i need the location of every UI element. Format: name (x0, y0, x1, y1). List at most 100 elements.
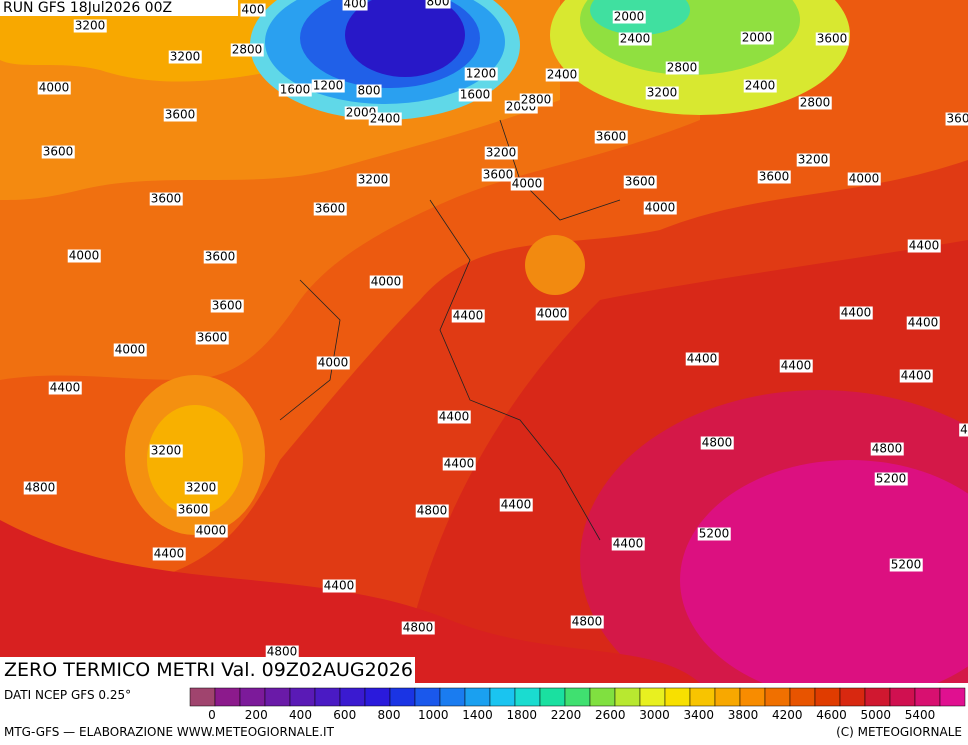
contour-label: 3200 (73, 18, 107, 33)
contour-label: 400 (342, 0, 368, 11)
contour-label: 4400 (611, 536, 645, 551)
colorbar-tick-label: 5400 (905, 708, 936, 722)
colorbar-tick-label: 3000 (639, 708, 670, 722)
contour-label: 1600 (458, 87, 492, 102)
contour-label: 4400 (437, 409, 471, 424)
color-swatch (614, 687, 641, 707)
color-swatch (714, 687, 741, 707)
contour-label: 2400 (743, 78, 777, 93)
contour-label: 2000 (740, 30, 774, 45)
color-swatch (489, 687, 516, 707)
color-swatch (514, 687, 541, 707)
colorbar-tick-label: 3800 (728, 708, 759, 722)
contour-label: 4400 (839, 305, 873, 320)
contour-label: 5200 (889, 557, 923, 572)
contour-label: 4000 (510, 176, 544, 191)
contour-label: 4800 (700, 435, 734, 450)
contour-label: 4000 (194, 523, 228, 538)
colorbar-tick-label: 0 (208, 708, 216, 722)
contour-label: 2400 (618, 31, 652, 46)
contour-label: 4000 (67, 248, 101, 263)
contour-label: 2400 (545, 67, 579, 82)
contour-label: 4400 (451, 308, 485, 323)
contour-label: 3600 (203, 249, 237, 264)
color-swatch (189, 687, 216, 707)
colorbar-tick-label: 400 (289, 708, 312, 722)
region (147, 405, 243, 515)
contour-label: 3600 (195, 330, 229, 345)
contour-label: 4400 (907, 238, 941, 253)
contour-label: 5200 (697, 526, 731, 541)
color-swatch (939, 687, 966, 707)
contour-label: 2800 (798, 95, 832, 110)
contour-label: 1200 (311, 78, 345, 93)
contour-label: 3200 (796, 152, 830, 167)
region (0, 520, 700, 683)
region (0, 0, 280, 82)
credit: MTG-GFS — ELABORAZIONE WWW.METEOGIORNALE… (4, 725, 334, 739)
color-swatch (839, 687, 866, 707)
colorbar-tick-label: 2600 (595, 708, 626, 722)
contour-label: 800 (425, 0, 451, 9)
color-swatch (239, 687, 266, 707)
color-swatch (289, 687, 316, 707)
color-swatch (214, 687, 241, 707)
contour-label: 4000 (847, 171, 881, 186)
color-swatch (539, 687, 566, 707)
contour-label: 3600 (210, 298, 244, 313)
map (0, 0, 968, 683)
contour-label: 2800 (665, 60, 699, 75)
contour-label: 4000 (643, 200, 677, 215)
contour-label: 3600 (757, 169, 791, 184)
contour-label: 2000 (612, 9, 646, 24)
contour-label: 4000 (113, 342, 147, 357)
colorbar-tick-label: 3400 (683, 708, 714, 722)
contour-label: 4400 (442, 456, 476, 471)
contour-label: 3600 (815, 31, 849, 46)
contour-label: 4000 (535, 306, 569, 321)
contour-label: 800 (356, 83, 382, 98)
contour-label: 4400 (779, 358, 813, 373)
colorbar-tick-label: 5000 (860, 708, 891, 722)
map-title: ZERO TERMICO METRI Val. 09Z02AUG2026 (4, 659, 414, 681)
contour-label: 4800 (415, 503, 449, 518)
contour-label: 3600 (163, 107, 197, 122)
color-swatch (764, 687, 791, 707)
color-swatch (814, 687, 841, 707)
color-swatch (639, 687, 666, 707)
contour-label: 4000 (37, 80, 71, 95)
color-swatch (314, 687, 341, 707)
color-swatch (889, 687, 916, 707)
colorbar-tick-label: 4600 (816, 708, 847, 722)
colorbar-tick-label: 2200 (551, 708, 582, 722)
contour-label: 4400 (685, 351, 719, 366)
source: DATI NCEP GFS 0.25° (4, 688, 132, 702)
contour-label: 4800 (23, 480, 57, 495)
contour-label: 4 (959, 422, 968, 437)
contour-label: 3600 (623, 174, 657, 189)
contour-label: 2400 (368, 111, 402, 126)
colorbar-tick-label: 1000 (418, 708, 449, 722)
color-swatch (914, 687, 941, 707)
color-swatch (864, 687, 891, 707)
color-swatch (789, 687, 816, 707)
contour-label: 3600 (594, 129, 628, 144)
colorbar-tick-label: 1400 (462, 708, 493, 722)
color-swatch (389, 687, 416, 707)
contour-label: 5200 (874, 471, 908, 486)
contour-label: 4400 (322, 578, 356, 593)
contour-label: 4400 (906, 315, 940, 330)
contour-label: 3600 (481, 167, 515, 182)
color-swatch (589, 687, 616, 707)
color-swatch (689, 687, 716, 707)
contour-label: 4800 (870, 441, 904, 456)
contour-label: 4000 (316, 355, 350, 370)
color-swatch (439, 687, 466, 707)
contour-label: 3200 (356, 172, 390, 187)
contour-label: 4400 (899, 368, 933, 383)
contour-label: 3600 (176, 502, 210, 517)
title-bg (0, 657, 415, 683)
contour-label: 3200 (168, 49, 202, 64)
contour-label: 3200 (149, 443, 183, 458)
